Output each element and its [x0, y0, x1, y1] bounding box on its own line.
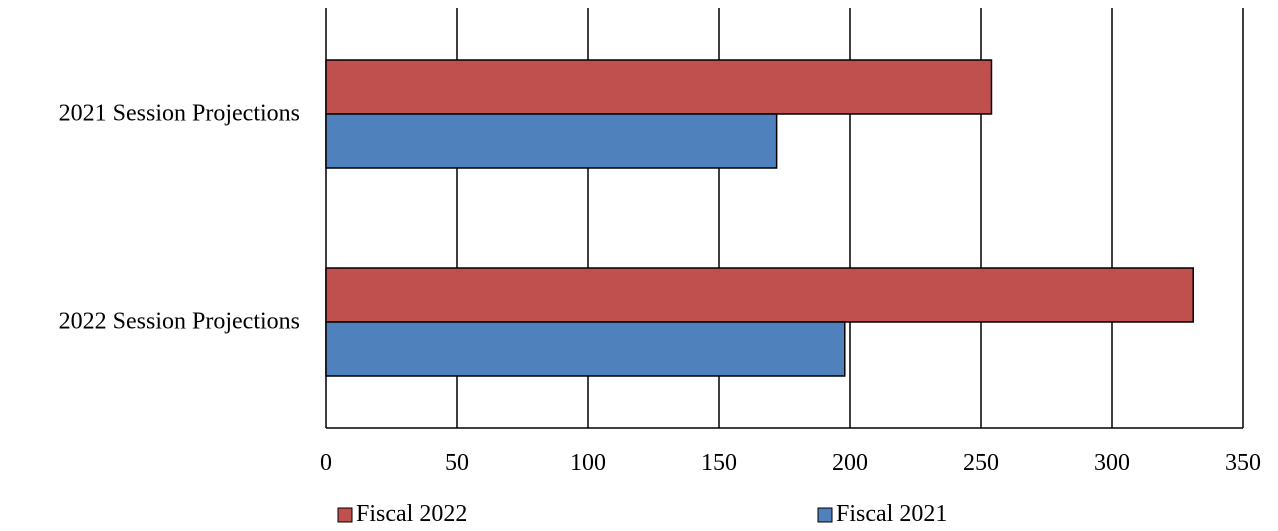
x-tick-label: 300	[1094, 450, 1130, 476]
bars	[325, 59, 1194, 377]
legend-label: Fiscal 2022	[356, 501, 467, 527]
bar-fiscal-2021-1	[325, 113, 778, 169]
category-labels: 2021 Session Projections 2022 Session Pro…	[59, 101, 300, 335]
legend-swatch-fiscal-2021	[817, 507, 833, 523]
legend-swatch-fiscal-2022	[337, 507, 353, 523]
bar-fiscal-2021-2	[325, 321, 846, 377]
category-label: 2022 Session Projections	[59, 309, 300, 335]
x-tick-label: 350	[1225, 450, 1261, 476]
x-tick-label: 100	[570, 450, 606, 476]
x-tick-labels: 0 50 100 150 200 250 300 350	[320, 450, 1261, 476]
x-tick-label: 250	[963, 450, 999, 476]
bar-fiscal-2022-1	[325, 59, 993, 115]
bar-fiscal-2022-2	[325, 267, 1194, 323]
legend-label: Fiscal 2021	[836, 501, 947, 527]
x-tick-label: 0	[320, 450, 332, 476]
category-label: 2021 Session Projections	[59, 101, 300, 127]
x-tick-label: 200	[832, 450, 868, 476]
x-tick-label: 50	[445, 450, 469, 476]
legend: Fiscal 2022 Fiscal 2021	[337, 501, 947, 527]
x-tick-label: 150	[701, 450, 737, 476]
